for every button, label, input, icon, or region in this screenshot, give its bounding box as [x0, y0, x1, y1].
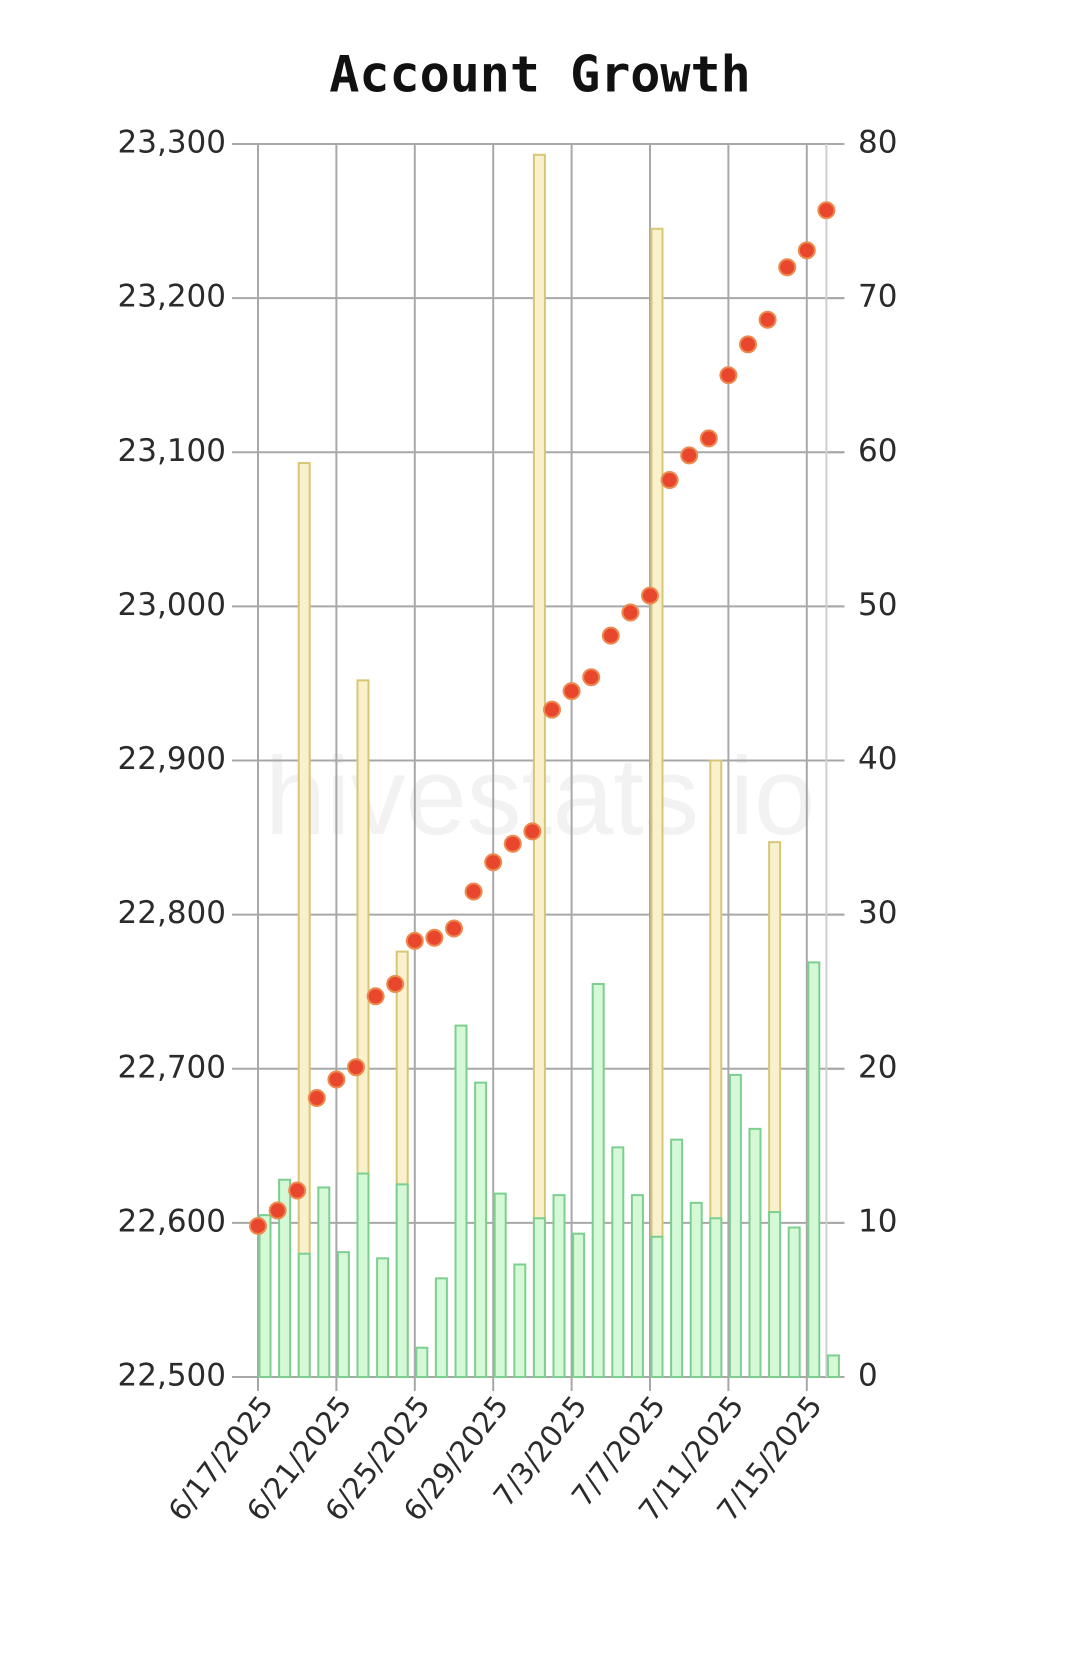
line-marker — [562, 682, 581, 701]
bar — [768, 1211, 782, 1379]
y-tick-label: 22,600 — [118, 1203, 226, 1239]
line-marker — [386, 974, 405, 993]
line-marker — [817, 201, 836, 220]
bar — [317, 1186, 331, 1379]
line-marker — [307, 1089, 326, 1108]
line-marker — [249, 1216, 267, 1235]
line-marker — [445, 919, 463, 938]
line-marker — [797, 241, 816, 260]
y-tick-label: 23,000 — [118, 587, 226, 623]
line-marker — [288, 1181, 307, 1200]
y2-tick-label: 0 — [858, 1358, 878, 1394]
bar — [474, 1081, 488, 1378]
line-marker — [268, 1201, 287, 1220]
bar — [258, 1214, 272, 1378]
bar — [513, 1263, 527, 1379]
bar — [709, 1217, 723, 1378]
bar — [591, 982, 605, 1378]
y-tick-label: 22,900 — [118, 741, 226, 777]
line-marker — [660, 470, 679, 489]
y2-tick-label: 50 — [858, 587, 897, 623]
line-marker — [719, 366, 738, 385]
line-marker — [503, 834, 522, 853]
bar — [454, 1024, 468, 1378]
line-marker — [699, 429, 718, 448]
line-marker — [641, 586, 659, 605]
bar — [434, 1277, 448, 1378]
line-marker — [523, 822, 542, 841]
line-marker — [425, 928, 444, 947]
line-marker — [601, 626, 620, 645]
y-tick-label: 22,700 — [118, 1049, 226, 1085]
bar — [532, 153, 546, 1379]
line-marker — [543, 700, 561, 719]
line-marker — [758, 310, 777, 329]
bar — [650, 227, 664, 1378]
y2-tick-label: 10 — [858, 1203, 897, 1239]
bar — [278, 1178, 292, 1378]
y2-tick-label: 60 — [858, 433, 897, 469]
y2-tick-label: 30 — [858, 895, 897, 931]
bar — [650, 1235, 664, 1378]
y2-tick-label: 80 — [858, 125, 897, 161]
y-tick-label: 22,500 — [118, 1358, 226, 1394]
y-tick-label: 22,800 — [118, 895, 226, 931]
line-marker — [484, 853, 503, 872]
line-marker — [405, 931, 424, 950]
bar — [297, 1252, 311, 1378]
line-marker — [366, 987, 385, 1006]
bar — [670, 1138, 684, 1378]
line-marker — [347, 1058, 365, 1077]
bar — [826, 1354, 840, 1378]
line-marker — [778, 258, 797, 277]
bar — [748, 1127, 762, 1379]
bar — [532, 1217, 546, 1378]
bar — [376, 1257, 390, 1378]
bar — [356, 1172, 370, 1379]
bar — [728, 1073, 742, 1379]
bar — [611, 1146, 625, 1379]
y-tick-label: 23,100 — [118, 433, 226, 469]
y-tick-label: 23,200 — [118, 279, 226, 315]
line-marker — [621, 603, 640, 622]
grid — [232, 143, 845, 1391]
y-tick-label: 23,300 — [118, 125, 226, 161]
bar — [415, 1346, 429, 1379]
line-marker — [582, 668, 601, 687]
bar — [787, 1226, 801, 1379]
bar — [630, 1194, 644, 1378]
y2-tick-label: 40 — [858, 741, 897, 777]
bar — [395, 1183, 409, 1378]
bar — [493, 1192, 507, 1379]
y2-tick-label: 70 — [858, 279, 897, 315]
bar — [552, 1194, 566, 1378]
bar — [807, 961, 821, 1378]
line-marker — [464, 882, 483, 901]
y2-tick-label: 20 — [858, 1049, 897, 1085]
line-marker — [327, 1070, 346, 1089]
bar — [297, 462, 311, 1378]
line-marker — [739, 335, 757, 354]
bar — [336, 1251, 350, 1378]
bar — [572, 1232, 586, 1378]
line-marker — [680, 446, 699, 465]
chart-title: Account Growth — [329, 46, 750, 104]
bar — [689, 1201, 703, 1378]
